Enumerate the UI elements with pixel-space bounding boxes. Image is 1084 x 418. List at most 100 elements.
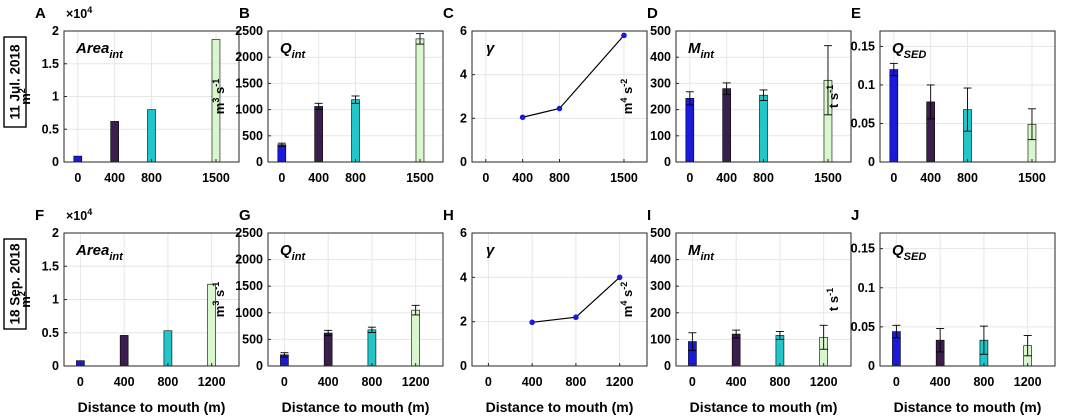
panel-title: Areaint [75,40,124,61]
panel-title: QSED [892,40,926,61]
ylabel-sup2: -2 [619,79,629,87]
y-axis-label: m3 s-1 [211,79,227,114]
x-tick-label: 1500 [814,171,842,185]
x-tick-label: 1200 [402,375,430,389]
bar-1200 [411,309,420,367]
y-tick-label: 4 [460,270,467,284]
y-tick-label: 0.5 [42,122,59,136]
bar-400 [314,106,323,163]
title-sub: int [701,49,716,61]
y-tick-label: 2 [52,226,59,240]
y-tick-label: 0 [868,359,875,373]
point-800 [573,314,579,321]
x-tick-label: 0 [893,375,900,389]
y-tick-label: 0 [460,359,467,373]
bar-400 [722,88,731,163]
title-sub: int [109,49,124,61]
x-tick-label: 1200 [1014,375,1042,389]
bar-800 [163,330,173,367]
panel-letter: D [647,5,658,22]
x-tick-label: 1200 [810,375,838,389]
x-tick-label: 0 [278,171,285,185]
ylabel-sup: 3 [211,98,221,103]
ylabel-sup: 4 [619,98,629,103]
y-tick-label: 0.05 [851,116,875,130]
title-sub: SED [904,251,927,263]
x-tick-label: 800 [973,375,994,389]
x-tick-label: 800 [957,171,978,185]
bar-0 [685,98,695,163]
ylabel-sup2: -1 [211,79,221,87]
bar-800 [775,335,785,367]
panel-letter: I [647,207,651,224]
panel-title: Qint [280,40,306,61]
ylabel-main: m [18,93,33,105]
y-tick-label: 2000 [235,253,263,267]
title-sub: int [701,251,716,263]
panel-E: 0 0.05 0.1 0.15 0 400 800 1500 E QSED t s-1 [825,5,1056,185]
ylabel-sup2: -1 [211,282,221,290]
ylabel-sup: 3 [211,301,221,306]
y-tick-label: 2 [460,111,467,125]
y-tick-label: 0 [664,155,671,169]
bar-800 [759,94,768,163]
row-label-1: 11 Jul. 2018 [3,36,27,128]
title-sub: int [292,251,307,263]
y-tick-label: 200 [650,103,671,117]
title-main: Q [280,242,292,259]
bar-0 [889,69,899,163]
y-tick-label: 300 [650,279,671,293]
x-tick-label: 0 [485,375,492,389]
multiplier-base: ×10 [66,7,87,21]
panel-letter: C [443,5,454,22]
x-tick-label: 400 [726,375,747,389]
y-tick-label: 1.5 [42,57,59,71]
y-axis-label: m3 s-1 [211,282,227,317]
title-main: M [688,40,701,57]
x-tick-label: 400 [512,171,533,185]
x-tick-label: 400 [318,375,339,389]
panel-letter: F [35,207,44,224]
axes-box [879,232,1056,367]
y-axis-label: m4 s-2 [619,282,635,317]
y-tick-label: 0.05 [851,320,875,334]
bar-800 [351,99,360,163]
panel-title: Mint [688,242,715,263]
y-tick-label: 300 [650,76,671,90]
y-tick-label: 1500 [235,76,263,90]
ylabel-rest: s [620,290,635,301]
y-tick-label: 500 [650,226,671,240]
y-tick-label: 2000 [235,50,263,64]
x-tick-label: 1500 [610,171,638,185]
multiplier-exp: 4 [87,5,92,15]
x-tick-label: 400 [114,375,135,389]
title-sub: SED [904,49,927,61]
y-tick-label: 0 [664,359,671,373]
x-tick-label: 800 [345,171,366,185]
y-tick-label: 0.5 [42,326,59,340]
y-axis-label: m2 [17,88,33,105]
y-tick-label: 0 [52,359,59,373]
panel-C: 0 2 4 6 0 400 800 1500 Cγ [443,5,648,185]
y-tick-label: 400 [650,253,671,267]
x-tick-label: 0 [890,171,897,185]
ylabel-main: m [18,296,33,308]
bar-400 [323,332,333,367]
bar-400 [731,333,741,367]
y-tick-label: 4 [460,68,467,82]
title-main: Q [892,242,904,259]
point-400 [519,114,526,121]
y-tick-label: 1 [52,90,59,104]
row-label-text: 18 Sep. 2018 [8,243,23,325]
y-tick-label: 0 [868,155,875,169]
y-tick-label: 1000 [235,306,263,320]
row-label-box [3,238,27,330]
x-axis-label: Distance to mouth (m) [486,399,634,415]
y-tick-label: 500 [242,332,263,346]
row-label-2: 18 Sep. 2018 [3,238,27,330]
axis-multiplier: ×104 [66,207,92,223]
y-tick-label: 1 [52,293,59,307]
ylabel-main: t s [826,296,841,311]
plot-area [880,233,1055,366]
x-tick-label: 1200 [606,375,634,389]
